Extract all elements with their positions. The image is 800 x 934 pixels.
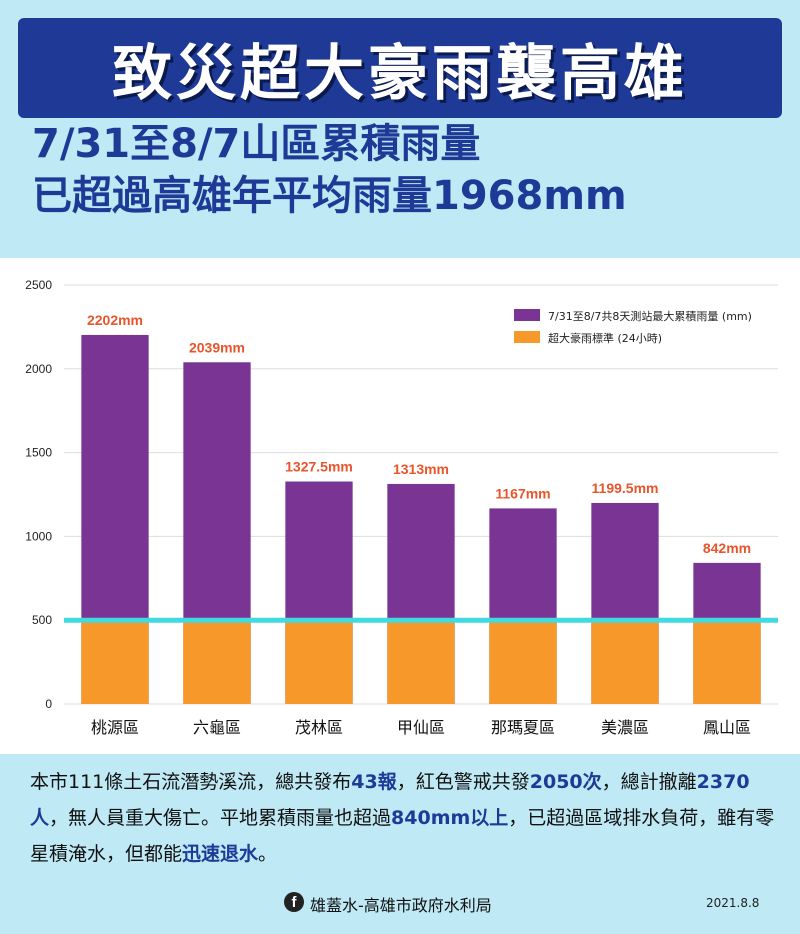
x-tick-label: 桃源區 xyxy=(91,718,139,737)
chart-panel: 0 500 1000 1500 2000 2500 2202mm 桃源區 2039mm 六龜區 13… xyxy=(0,258,800,754)
summary-segment: ，無人員重大傷亡。平地累積雨量也超過 xyxy=(49,807,392,829)
y-tick-label: 500 xyxy=(32,613,52,627)
headline-banner: 致災超大豪雨襲高雄 xyxy=(18,18,782,118)
facebook-icon: f xyxy=(284,892,304,912)
summary-highlight: 43報 xyxy=(351,771,397,793)
summary-highlight: 840mm以上 xyxy=(391,807,509,829)
subtitle-block: 7/31至8/7山區累積雨量 已超過高雄年平均雨量1968mm xyxy=(0,118,800,258)
x-tick-label: 甲仙區 xyxy=(397,718,445,737)
source-credit: f 雄蓋水-高雄市政府水利局 2021.8.8 xyxy=(0,890,800,918)
summary-segment: ，紅色警戒共發 xyxy=(396,771,530,793)
legend-swatch xyxy=(514,309,540,321)
data-label: 1313mm xyxy=(393,461,449,477)
summary-segment: ，已超過區域排水負荷，雖有零星積淹水，但都能 xyxy=(30,807,775,865)
data-label: 2202mm xyxy=(87,312,143,328)
data-label: 842mm xyxy=(703,540,751,556)
x-tick-label: 美濃區 xyxy=(601,718,649,737)
subtitle-line-2: 已超過高雄年平均雨量1968mm xyxy=(32,173,627,219)
y-tick-label: 1500 xyxy=(25,446,52,460)
x-tick-label: 六龜區 xyxy=(193,718,241,737)
source-label: 雄蓋水-高雄市政府水利局 xyxy=(310,896,492,915)
summary-highlight: 2050次 xyxy=(529,771,602,793)
standard-bar xyxy=(591,620,659,704)
standard-bar xyxy=(693,620,761,704)
page-title: 致災超大豪雨襲高雄 xyxy=(112,38,688,109)
summary-segment: 。 xyxy=(258,843,278,865)
summary-highlight: 迅速退水 xyxy=(182,843,259,865)
y-tick-label: 0 xyxy=(45,697,52,711)
x-tick-label: 茂林區 xyxy=(295,718,343,737)
date-label: 2021.8.8 xyxy=(706,896,760,910)
summary-highlight: 2370人 xyxy=(30,771,750,829)
y-tick-label: 1000 xyxy=(25,529,52,543)
standard-bar xyxy=(489,620,557,704)
data-label: 2039mm xyxy=(189,339,245,355)
x-tick-label: 鳳山區 xyxy=(703,718,751,737)
data-label: 1199.5mm xyxy=(592,480,659,496)
x-tick-label: 那瑪夏區 xyxy=(491,718,555,737)
summary-segment: ，總計撤離 xyxy=(601,771,697,793)
summary-segment: 本市111條土石流潛勢溪流，總共發布 xyxy=(30,771,352,793)
legend-label: 7/31至8/7共8天測站最大累積雨量 (mm) xyxy=(548,309,752,323)
legend-label: 超大豪雨標準 (24小時) xyxy=(548,331,662,345)
standard-bar xyxy=(387,620,455,704)
standard-bar xyxy=(183,620,251,704)
legend-swatch xyxy=(514,331,540,343)
data-label: 1327.5mm xyxy=(285,459,353,475)
summary-text: 本市111條土石流潛勢溪流，總共發布43報，紅色警戒共發2050次，總計撤離23… xyxy=(30,764,780,872)
data-label: 1167mm xyxy=(495,485,550,501)
standard-bar xyxy=(285,620,353,704)
y-tick-label: 2000 xyxy=(25,362,52,376)
rainfall-bar-chart: 0 500 1000 1500 2000 2500 2202mm 桃源區 2039mm 六龜區 13… xyxy=(25,278,778,737)
subtitle-line-1: 7/31至8/7山區累積雨量 xyxy=(32,121,481,167)
y-tick-label: 2500 xyxy=(25,278,52,292)
standard-bar xyxy=(81,620,149,704)
